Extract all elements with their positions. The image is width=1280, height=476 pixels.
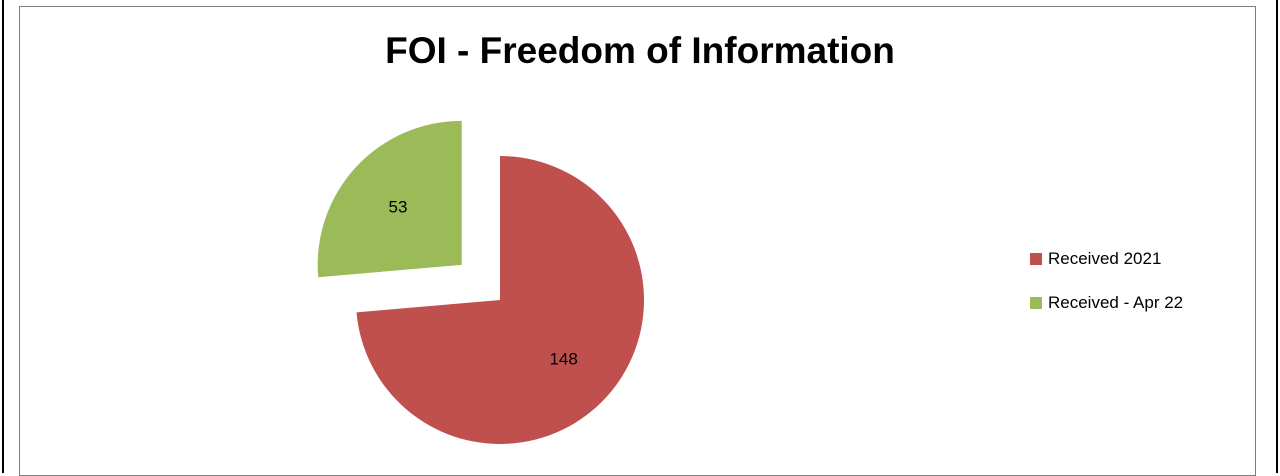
legend-item-received-apr-22: Received - Apr 22 — [1030, 292, 1183, 314]
pie-slice-received-apr-22 — [317, 120, 462, 278]
chart-frame — [19, 6, 1256, 476]
page-edge-right — [1276, 0, 1278, 473]
legend-swatch-received-apr-22 — [1030, 297, 1042, 309]
legend: Received 2021 Received - Apr 22 — [1030, 248, 1183, 336]
data-label-received-apr-22: 53 — [389, 197, 408, 216]
pie-slice-received-2021 — [356, 156, 644, 444]
legend-swatch-received-2021 — [1030, 253, 1042, 265]
chart-title: FOI - Freedom of Information — [385, 30, 895, 71]
legend-item-received-2021: Received 2021 — [1030, 248, 1183, 270]
data-label-received-2021: 148 — [549, 349, 577, 368]
page-edge-left — [2, 0, 4, 473]
legend-label-received-apr-22: Received - Apr 22 — [1048, 293, 1184, 312]
legend-label-received-2021: Received 2021 — [1048, 249, 1162, 268]
